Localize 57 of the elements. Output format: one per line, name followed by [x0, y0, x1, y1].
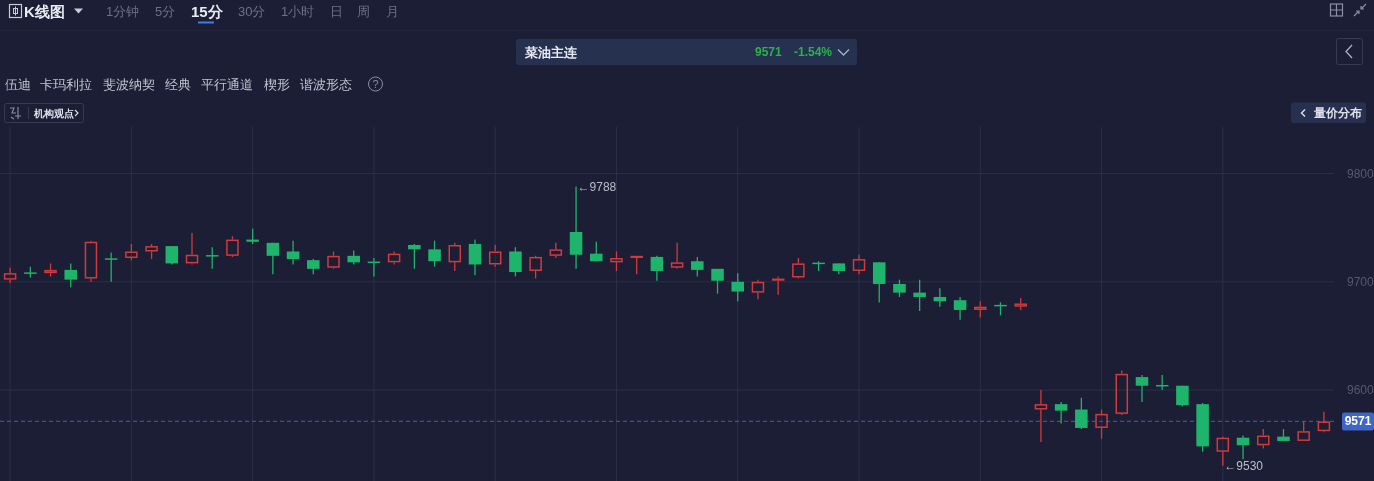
text: 1小时: [281, 3, 315, 19]
annotation: ←9788: [577, 179, 617, 194]
text: 机构观点: [33, 107, 74, 119]
text: -1.54%: [794, 45, 833, 59]
candlestick: [1135, 374, 1149, 403]
text: K线图: [24, 2, 65, 20]
y-tick-label: 9800: [1347, 166, 1374, 181]
text: 月: [386, 3, 399, 19]
candlestick: [104, 251, 118, 283]
y-tick-label: 9700: [1347, 274, 1374, 289]
candlestick: [670, 242, 684, 268]
candlestick: [408, 243, 421, 270]
candlestick: [468, 238, 482, 276]
text: 9571: [755, 45, 783, 59]
candlestick: [3, 267, 17, 284]
text: 30分: [238, 3, 266, 19]
candlestick: [205, 246, 219, 270]
chart-title: 菜油主连: [524, 44, 578, 60]
text: 周: [357, 3, 370, 19]
text: 楔形: [264, 76, 290, 92]
candlestick: [266, 242, 280, 275]
ref-line-label: 9571: [1344, 414, 1372, 429]
candlestick: [64, 262, 78, 288]
text: ?: [372, 78, 379, 90]
candlestick: [387, 250, 401, 266]
candlestick: [165, 245, 179, 266]
candlestick: [1317, 411, 1331, 432]
candlestick: [428, 240, 441, 268]
text: 伍迪: [5, 76, 31, 92]
text: 斐波纳契: [103, 76, 155, 92]
candlestick: [913, 278, 926, 312]
text: 1分钟: [106, 3, 140, 19]
candlestick: [751, 278, 765, 300]
candlestick: [650, 255, 664, 282]
candlestick: [286, 240, 300, 266]
candlestick: [852, 254, 866, 275]
y-tick-label: 9600: [1347, 383, 1374, 398]
candlestick: [185, 232, 199, 264]
annotation: ←9530: [1224, 458, 1264, 473]
text: 经典: [165, 76, 191, 92]
candlestick: [84, 241, 98, 283]
text: 量价分布: [1313, 107, 1362, 119]
candlestick: [953, 296, 967, 321]
candlestick: [1075, 396, 1088, 430]
text: 日: [330, 3, 343, 19]
text: 谐波形态: [300, 76, 352, 92]
candlestick: [1034, 389, 1048, 443]
candlestick: [872, 261, 886, 304]
candlestick: [691, 256, 704, 278]
candlestick: [731, 272, 745, 302]
text: 15分: [191, 2, 224, 20]
candlestick: [1054, 401, 1068, 425]
candlestick: [509, 246, 522, 278]
text: 5分: [155, 3, 176, 19]
candlestick: [711, 268, 724, 295]
text: 卡玛利拉: [40, 76, 92, 92]
text: 平行通道: [201, 76, 253, 92]
